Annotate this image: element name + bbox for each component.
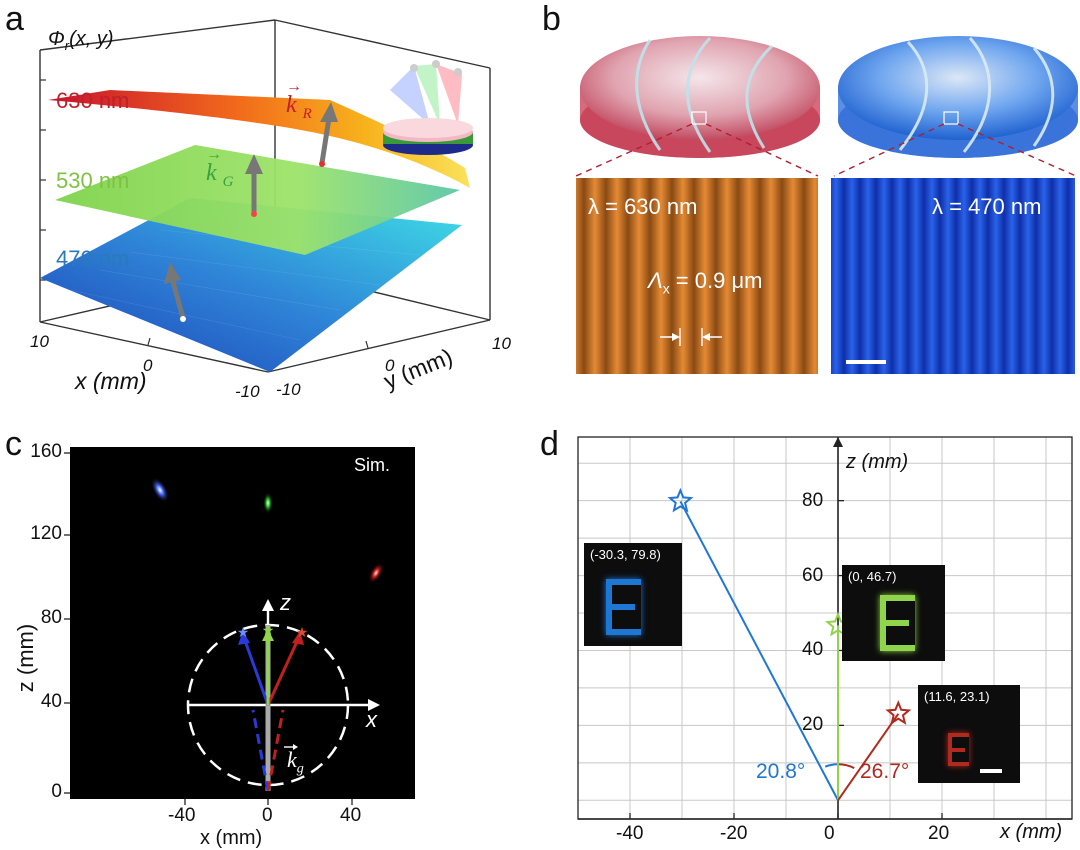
a-x-tick-2: 0: [143, 356, 153, 375]
d-z-axis-label: z (mm): [846, 451, 909, 473]
z-axis-arrow: [833, 437, 843, 447]
a-x-tick-1: 10: [30, 332, 49, 351]
d-x-tick-label: 0: [824, 823, 835, 844]
letter-e-image: [880, 595, 915, 651]
c-x-tick-neg40: -40: [168, 805, 196, 826]
scale-bar: [846, 360, 886, 364]
svg-text:★: ★: [237, 625, 250, 641]
phi-axis-label: Φr(x, y): [48, 28, 114, 53]
panel-d: d z (mm) x (mm) 80 60 40 20 -40 -20 0 20 (-30.3, 7…: [530, 425, 1080, 849]
angle-label: 20.8°: [756, 760, 806, 784]
point-inset-image: (0, 46.7): [842, 565, 945, 661]
a-y-tick-1: -10: [276, 380, 301, 399]
sim-label: Sim.: [354, 455, 390, 475]
panel-b: b: [540, 0, 1080, 420]
point-coordinate-label: (11.6, 23.1): [924, 689, 990, 704]
panel-b-label: b: [542, 0, 561, 38]
c-y-axis-label: z (mm): [13, 623, 39, 693]
a-y-tick-2: 0: [385, 356, 395, 375]
scale-bar: [980, 769, 1002, 773]
c-y-tick-120: 120: [30, 523, 62, 544]
panel-c-simulation-image: ★ ★ ★: [64, 447, 415, 805]
grating-period-label: Λx = 0.9 μm: [648, 268, 763, 297]
d-z-tick-label: 20: [802, 714, 824, 736]
point-inset-image: (-30.3, 79.8): [584, 543, 682, 646]
letter-e-image: [606, 579, 641, 635]
c-x-tick-40: 40: [340, 805, 362, 826]
panel-a: a Φr(x, y) 630 nm 530 nm 470 nm → k R → …: [0, 0, 540, 420]
wavelength-530-label: 530 nm: [56, 168, 130, 193]
wavelength-470-label: 470 nm: [56, 246, 130, 271]
panel-d-label: d: [540, 425, 559, 463]
svg-text:★: ★: [296, 625, 309, 641]
letter-e-image: [948, 733, 969, 767]
d-z-tick-label: 40: [802, 639, 824, 661]
d-z-tick-label: 60: [802, 564, 824, 586]
point-coordinate-label: (0, 46.7): [848, 569, 897, 584]
c-y-tick-0: 0: [51, 781, 62, 802]
angle-label: 26.7°: [860, 760, 910, 784]
panel-a-3d-plot: [39, 19, 491, 373]
d-x-tick-label: -40: [616, 823, 644, 844]
panel-b-metasurfaces: [575, 36, 1078, 374]
device-inset-illustration: [383, 60, 473, 155]
inset-x-label: x: [366, 707, 377, 732]
point-inset-image: (11.6, 23.1): [918, 685, 1020, 783]
ray-line: [837, 713, 900, 801]
lambda-630-label: λ = 630 nm: [588, 194, 698, 219]
ray-line: [679, 500, 839, 801]
c-x-axis-label: x (mm): [200, 827, 263, 849]
a-x-tick-3: -10: [235, 382, 260, 401]
lambda-470-label: λ = 470 nm: [932, 194, 1042, 219]
angle-arc-blue: [824, 763, 839, 768]
k-red-vector-label: → k R: [286, 78, 312, 122]
c-y-tick-80: 80: [40, 607, 62, 628]
angle-arc-red: [837, 763, 855, 769]
d-z-tick-label: 80: [802, 489, 824, 511]
c-y-tick-40: 40: [40, 691, 62, 712]
d-x-tick-label: 20: [928, 823, 950, 844]
kg-vector-label: kg: [287, 747, 304, 777]
d-x-tick-label: -20: [720, 823, 748, 844]
inset-z-label: z: [280, 590, 291, 615]
c-x-tick-0: 0: [262, 805, 273, 826]
k-green-vector-label: → k G: [206, 146, 234, 190]
point-coordinate-label: (-30.3, 79.8): [590, 547, 661, 562]
svg-text:★: ★: [262, 623, 275, 639]
point-star-marker: [885, 700, 912, 725]
panel-c-label: c: [5, 425, 22, 463]
wavelength-630-label: 630 nm: [56, 88, 130, 113]
a-y-tick-3: 10: [492, 334, 511, 353]
a-x-axis-label: x (mm): [75, 368, 147, 394]
d-x-axis-label: x (mm): [1000, 821, 1063, 843]
point-star-marker: [667, 487, 694, 513]
panel-c: c: [0, 425, 420, 849]
panel-a-label: a: [5, 0, 24, 38]
c-y-tick-160: 160: [30, 441, 62, 462]
